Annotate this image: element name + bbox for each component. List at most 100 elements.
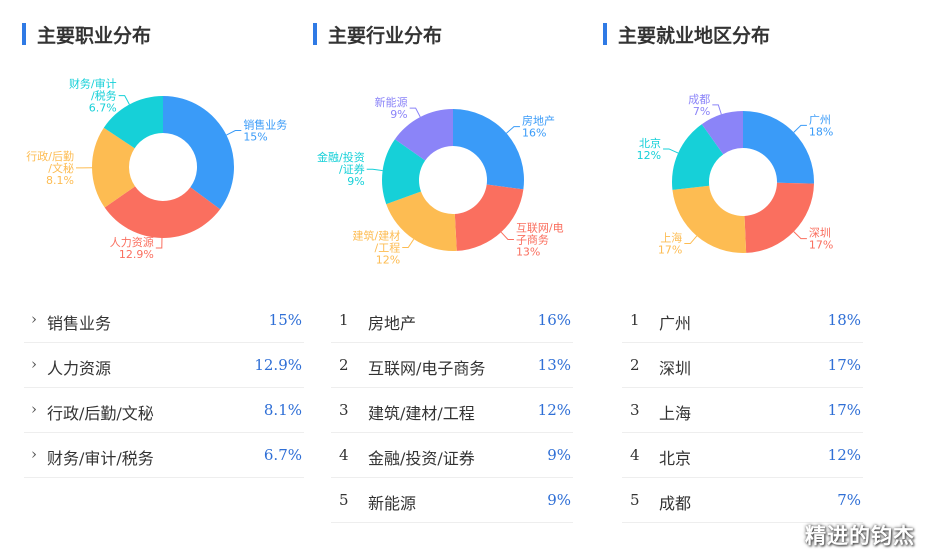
item-rank: 4 <box>339 446 349 464</box>
item-name: 成都 <box>659 494 692 513</box>
donut-slice[interactable] <box>743 111 814 184</box>
item-name: 深圳 <box>659 359 692 378</box>
label-leader-line <box>663 148 679 154</box>
list-item[interactable]: 1 广州 18% <box>622 298 863 343</box>
item-name: 广州 <box>659 314 692 333</box>
item-percent: 6.7% <box>263 446 302 464</box>
donut-slice[interactable] <box>394 109 453 161</box>
slice-data-label: 财务/审计/税务 6.7% <box>69 77 117 115</box>
label-leader-line <box>500 231 514 241</box>
donut-slice[interactable] <box>163 96 234 210</box>
accent-bar <box>22 23 26 45</box>
item-percent: 9% <box>547 446 571 464</box>
list-item[interactable]: › 财务/审计/税务 6.7% <box>24 433 304 478</box>
list-item[interactable]: › 销售业务 15% <box>24 298 304 343</box>
list-item[interactable]: 2 互联网/电子商务 13% <box>331 343 573 388</box>
industry-title: 主要行业分布 <box>328 24 443 47</box>
industry-header: 主要行业分布 <box>313 22 443 47</box>
list-item[interactable]: 4 金融/投资/证券 9% <box>331 433 573 478</box>
list-item[interactable]: 4 北京 12% <box>622 433 863 478</box>
item-rank: 1 <box>630 311 640 329</box>
item-name: 上海 <box>659 404 692 423</box>
donut-slice[interactable] <box>103 96 163 149</box>
label-leader-line <box>712 104 722 115</box>
item-percent: 13% <box>537 356 571 374</box>
chevron-right-icon: › <box>31 400 37 418</box>
item-percent: 15% <box>268 311 302 329</box>
slice-data-label: 销售业务 15% <box>243 118 287 144</box>
accent-bar <box>313 23 317 45</box>
item-percent: 18% <box>827 311 861 329</box>
item-name: 北京 <box>659 449 692 468</box>
slice-data-label: 人力资源 12.9% <box>110 235 154 261</box>
label-leader-line <box>793 124 807 133</box>
donut-slice[interactable] <box>91 127 136 208</box>
slice-data-label: 广州 18% <box>809 113 833 138</box>
slice-data-label: 行政/后勤/文秘 8.1% <box>26 149 74 187</box>
chevron-right-icon: › <box>31 445 37 463</box>
item-percent: 9% <box>547 491 571 509</box>
item-name: 销售业务 <box>47 314 112 333</box>
item-name: 财务/审计/税务 <box>47 449 154 468</box>
occupation-donut-chart: 销售业务 15% 人力资源 12.9% 行政/后勤/文秘 8.1% 财务/审计/税务 6.7% <box>26 77 287 261</box>
item-rank: 5 <box>339 491 349 509</box>
occupation-header: 主要职业分布 <box>22 22 152 47</box>
donut-slice[interactable] <box>701 111 743 155</box>
slice-data-label: 互联网/电子商务 13% <box>516 222 564 259</box>
list-item[interactable]: › 行政/后勤/文秘 8.1% <box>24 388 304 433</box>
item-rank: 2 <box>339 356 349 374</box>
slice-data-label: 房地产 16% <box>522 114 555 140</box>
item-name: 金融/投资/证券 <box>368 449 475 468</box>
donut-slice[interactable] <box>672 124 724 190</box>
item-percent: 7% <box>837 491 861 509</box>
donut-slice[interactable] <box>454 184 524 251</box>
slice-data-label: 建筑/建材/工程 12% <box>353 228 401 266</box>
chevron-right-icon: › <box>31 310 37 328</box>
watermark: 精进的钧杰 <box>805 524 915 548</box>
list-item[interactable]: 2 深圳 17% <box>622 343 863 388</box>
item-name: 建筑/建材/工程 <box>368 404 475 423</box>
accent-bar <box>603 23 607 45</box>
occupation-list: › 销售业务 15% › 人力资源 12.9% › 行政/后勤/文秘 8.1% … <box>24 298 304 478</box>
occupation-title: 主要职业分布 <box>37 24 152 47</box>
donut-slice[interactable] <box>744 182 814 253</box>
label-leader-line <box>402 238 415 248</box>
list-item[interactable]: 3 建筑/建材/工程 12% <box>331 388 573 433</box>
label-leader-line <box>506 126 520 134</box>
donut-slice[interactable] <box>672 185 747 253</box>
item-rank: 1 <box>339 311 349 329</box>
chevron-right-icon: › <box>31 355 37 373</box>
region-donut-chart: 广州 18% 深圳 17% 上海 17% 北京 12% 成都 7% <box>637 93 834 257</box>
label-leader-line <box>409 107 421 118</box>
list-item[interactable]: 5 新能源 9% <box>331 478 573 523</box>
slice-data-label: 北京 12% <box>637 136 661 162</box>
donut-slice[interactable] <box>453 109 524 190</box>
label-leader-line <box>226 130 242 136</box>
label-leader-line <box>155 237 163 249</box>
donut-slice[interactable] <box>104 186 221 238</box>
list-item[interactable]: › 人力资源 12.9% <box>24 343 304 388</box>
label-leader-line <box>118 95 130 105</box>
item-rank: 3 <box>630 401 640 419</box>
slice-data-label: 新能源 9% <box>375 95 408 121</box>
list-item[interactable]: 3 上海 17% <box>622 388 863 433</box>
list-item[interactable]: 1 房地产 16% <box>331 298 573 343</box>
slice-data-label: 成都 7% <box>688 93 710 118</box>
item-name: 人力资源 <box>47 359 112 378</box>
industry-list: 1 房地产 16% 2 互联网/电子商务 13% 3 建筑/建材/工程 12% … <box>331 298 573 523</box>
donut-slice[interactable] <box>382 139 426 205</box>
industry-donut-chart: 房地产 16% 互联网/电子商务 13% 建筑/建材/工程 12% 金融/投资/证券 9% 新能… <box>317 95 564 266</box>
list-item[interactable]: 5 成都 7% <box>622 478 863 523</box>
item-name: 互联网/电子商务 <box>368 359 486 378</box>
donut-slice[interactable] <box>386 191 457 251</box>
item-name: 房地产 <box>368 314 417 333</box>
item-percent: 17% <box>827 356 861 374</box>
item-percent: 12% <box>537 401 571 419</box>
item-rank: 2 <box>630 356 640 374</box>
item-percent: 12.9% <box>254 356 302 374</box>
region-list: 1 广州 18% 2 深圳 17% 3 上海 17% 4 北京 12% 5 成都… <box>622 298 863 523</box>
slice-data-label: 金融/投资/证券 9% <box>317 150 365 188</box>
item-name: 行政/后勤/文秘 <box>47 404 154 423</box>
item-rank: 5 <box>630 491 640 509</box>
region-title: 主要就业地区分布 <box>618 24 771 47</box>
